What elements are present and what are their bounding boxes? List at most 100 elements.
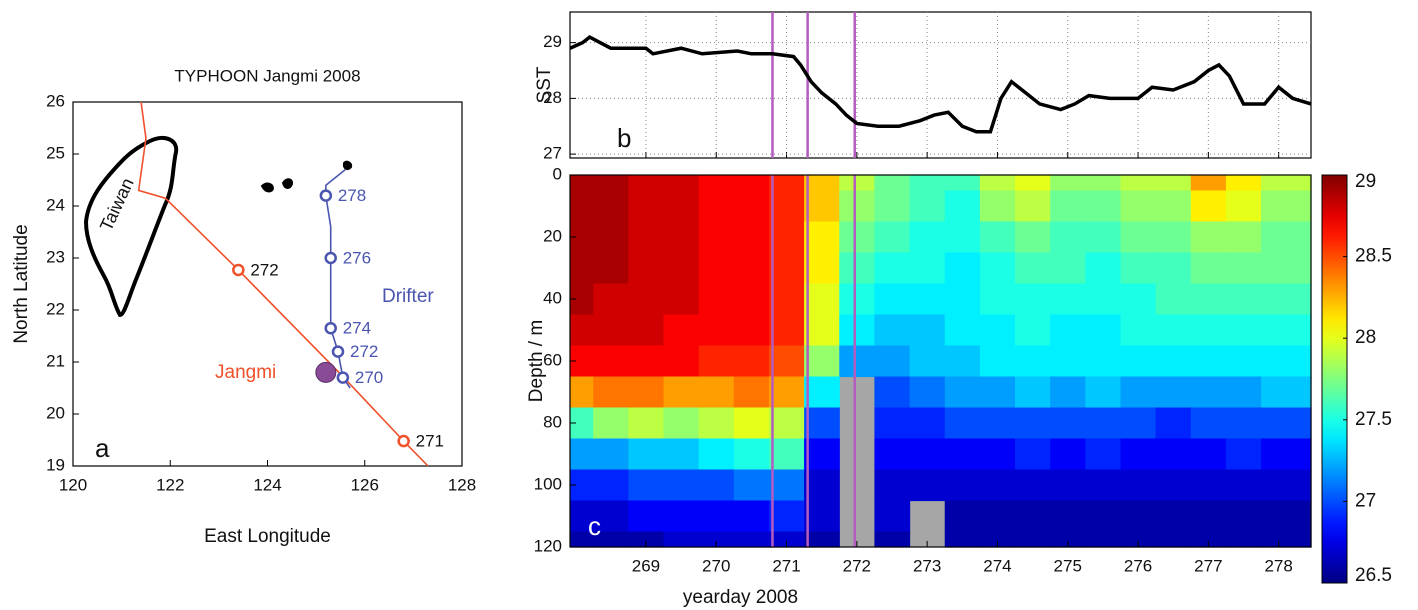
x-tick-label: 276 [1124,556,1152,575]
heat-cell [1225,500,1262,533]
heat-cell [944,221,981,254]
heat-cell [874,314,911,347]
heat-cell [698,500,735,533]
heat-cell [663,175,700,192]
panel-label: c [588,511,601,541]
heat-cell [1190,252,1227,285]
heat-cell [979,469,1016,502]
heat-cell [804,531,840,548]
heat-cell [909,175,946,192]
heat-cell [593,531,629,548]
track-line [137,101,429,467]
track-point [232,263,245,277]
heat-cell [593,314,629,347]
track-name: Drifter [382,286,434,307]
heat-cell [944,283,981,316]
y-axis-label: Depth / m [526,320,547,402]
heat-cell [768,175,805,192]
heat-cell [628,345,665,378]
heat-cell [1261,438,1312,471]
heat-cell [1261,500,1312,533]
y-tick-label: 80 [543,412,562,431]
heat-cell [1015,407,1051,440]
heat-cell [570,221,594,254]
heat-cell [1155,175,1192,192]
heat-cell [874,531,911,548]
sst-line [569,34,1312,134]
heat-cell [1225,314,1262,347]
heat-cell [1015,438,1051,471]
heat-cell [1261,221,1312,254]
heat-cell [1190,175,1227,192]
taiwan-outline [83,136,179,318]
heat-cell [1015,190,1051,223]
heat-cell [909,438,946,471]
heat-cell [944,190,981,223]
position-marker [315,361,337,383]
day-label: 272 [250,260,278,279]
heat-cell [804,469,840,502]
y-axis-label: SST [534,66,555,103]
y-tick-label: 29 [543,32,562,51]
chart-title: TYPHOON Jangmi 2008 [174,66,360,85]
y-tick-label: 100 [534,474,562,493]
heat-cell [944,438,981,471]
heat-cell [839,345,876,378]
day-label: 278 [338,186,366,205]
y-axis-label: North Latitude [11,224,32,343]
heat-cell [733,531,770,548]
heat-cell [733,376,770,409]
heat-cell [768,221,805,254]
x-tick-label: 270 [702,556,730,575]
heat-cell [698,252,735,285]
heat-cell [593,345,629,378]
heat-cell [768,283,805,316]
heat-cell [1015,252,1051,285]
heat-cell [1155,438,1192,471]
day-label: 274 [343,319,371,338]
y-tick-label: 60 [543,350,562,369]
heat-cell [1155,345,1192,378]
heat-cell [698,175,735,192]
heat-cell [663,531,700,548]
heat-cell [733,175,770,192]
heat-cell [979,407,1016,440]
x-tick-label: 278 [1264,556,1292,575]
heat-cell [768,531,805,548]
heat-cell [1155,283,1192,316]
heat-cell [1190,376,1227,409]
heat-cell [570,345,594,378]
heat-cell [804,500,840,533]
heat-cell [1155,221,1192,254]
heat-cell [1190,500,1227,533]
heat-cell [1120,252,1157,285]
heat-cell [944,500,981,533]
heat-cell [979,345,1016,378]
heat-cell [1190,283,1227,316]
heat-cell [593,469,629,502]
y-tick-label: 20 [46,403,65,422]
heat-cell [698,407,735,440]
colorbar-label: 26.5 [1355,565,1392,586]
heat-cell [663,407,700,440]
heat-cell [874,252,911,285]
heat-cell [1225,221,1262,254]
heat-cell [768,376,805,409]
heat-cell [570,283,594,316]
heat-cell [768,345,805,378]
x-tick-label: 269 [632,556,660,575]
heat-cell [1261,345,1312,378]
y-tick-label: 23 [46,247,65,266]
heat-cell [628,469,665,502]
island [260,160,353,193]
heat-cell [1085,221,1122,254]
heat-cell [628,438,665,471]
heat-cell [1155,252,1192,285]
heat-cell [593,376,629,409]
heat-cell [1261,252,1312,285]
heat-cell [733,438,770,471]
heat-cell [944,314,981,347]
heat-cell [593,221,629,254]
heat-cell [1085,438,1122,471]
